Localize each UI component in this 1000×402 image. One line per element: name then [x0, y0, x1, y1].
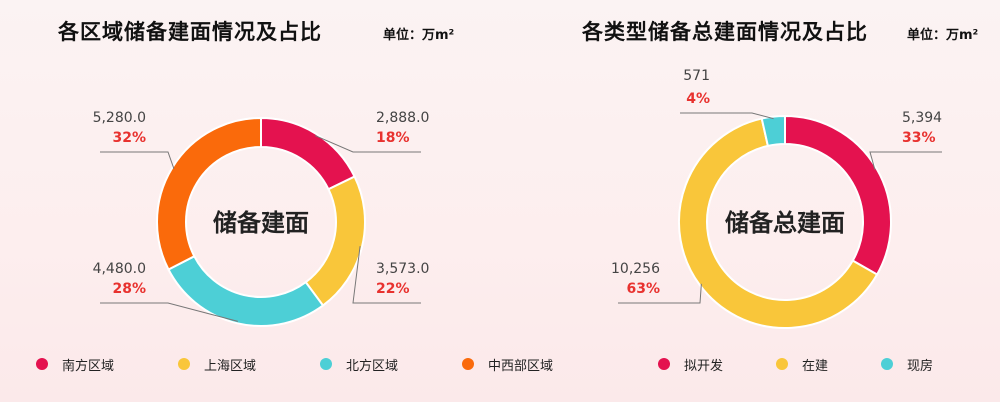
donut-slice — [678, 117, 879, 329]
donut-center-label: 储备建面 — [213, 209, 309, 237]
leader-line — [352, 246, 421, 304]
legend-item[interactable]: 中西部区域 — [462, 355, 553, 374]
chart-title: 各类型储备总建面情况及占比 — [582, 20, 868, 44]
legend-item[interactable]: 北方区域 — [320, 355, 398, 374]
unit-label: 单位：万m² — [383, 28, 455, 43]
legend-label: 拟开发 — [684, 358, 724, 374]
legend-item[interactable]: 南方区域 — [36, 355, 114, 374]
leader-line — [618, 283, 702, 304]
legend-swatch — [658, 358, 670, 370]
chart-panel-region: 各区域储备建面情况及占比 单位：万m² 2,888.0 18% 3,573.0 22%… — [36, 20, 553, 374]
slice-value-label: 5,280.0 — [93, 110, 146, 126]
donut-slice — [784, 114, 892, 276]
slice-percent-label: 32% — [112, 130, 146, 146]
legend-label: 北方区域 — [346, 358, 399, 374]
legend-label: 在建 — [802, 358, 829, 374]
legend-swatch — [776, 358, 789, 370]
leader-line — [100, 302, 238, 322]
slice-percent-label: 33% — [902, 130, 936, 146]
leader-line — [314, 135, 421, 153]
slice-value-label: 5,394 — [902, 110, 942, 126]
chart-legend: 南方区域 上海区域 北方区域 中西部区域 — [36, 353, 617, 375]
legend-swatch — [36, 358, 48, 370]
legend-item[interactable]: 在建 — [776, 355, 828, 374]
legend-label: 中西部区域 — [488, 358, 554, 374]
unit-label: 单位：万m² — [907, 28, 979, 43]
donut-chart: 5,394 33% 10,256 63% 571 4% 储备总建面 — [611, 68, 942, 329]
legend-label: 现房 — [907, 358, 934, 374]
slice-value-label: 571 — [683, 68, 710, 84]
leader-line — [869, 151, 942, 170]
legend-item[interactable]: 上海区域 — [178, 355, 256, 374]
legend-item[interactable]: 拟开发 — [658, 355, 723, 374]
chart-legend: 拟开发 在建 现房 — [658, 353, 986, 375]
slice-percent-label: 28% — [112, 281, 146, 297]
legend-swatch — [320, 358, 333, 370]
slice-value-label: 4,480.0 — [93, 261, 146, 277]
donut-slice — [260, 116, 356, 191]
chart-panel-type: 各类型储备总建面情况及占比 单位：万m² 5,394 33% 10,256 63% 57… — [500, 0, 1000, 402]
slice-value-label: 10,256 — [611, 261, 660, 277]
legend-label: 南方区域 — [62, 358, 115, 374]
legend-swatch — [881, 358, 894, 370]
donut-chart: 2,888.0 18% 3,573.0 22% 4,480.0 28% 5,280.0 32%… — [93, 110, 429, 327]
legend-item[interactable]: 现房 — [881, 355, 933, 374]
donut-slice — [304, 175, 366, 307]
leader-line — [100, 151, 175, 170]
legend-swatch — [462, 358, 475, 370]
legend-label: 上海区域 — [204, 358, 257, 374]
slice-percent-label: 18% — [376, 130, 410, 146]
slice-percent-label: 22% — [376, 281, 410, 297]
chart-title: 各区域储备建面情况及占比 — [58, 20, 322, 44]
slice-percent-label: 63% — [626, 281, 660, 297]
slice-value-label: 2,888.0 — [376, 110, 429, 126]
leader-line — [680, 112, 774, 120]
donut-center-label: 储备总建面 — [725, 209, 845, 237]
slice-value-label: 3,573.0 — [376, 261, 429, 277]
legend-swatch — [178, 358, 191, 370]
slice-percent-label: 4% — [686, 91, 710, 107]
donut-slice — [167, 254, 325, 327]
donut-slice — [156, 116, 262, 271]
